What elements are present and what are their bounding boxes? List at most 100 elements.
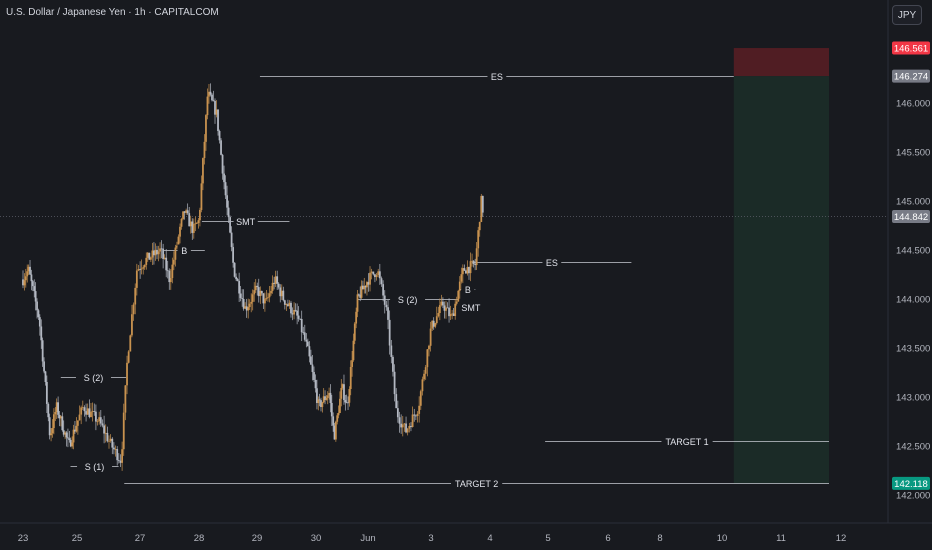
candle-body	[226, 195, 228, 208]
candle-body	[195, 222, 198, 224]
candle-body	[126, 362, 128, 386]
candle-body	[366, 282, 368, 288]
annotation-label: S (2)	[398, 295, 418, 305]
candle-body	[321, 402, 324, 407]
time-tick-label: 6	[605, 533, 610, 544]
candle-body	[375, 274, 378, 278]
candle-body	[454, 303, 457, 316]
currency-button[interactable]: JPY	[892, 5, 922, 25]
annotation-label-bg	[461, 283, 475, 296]
candle-body	[460, 274, 463, 282]
candle-body	[143, 264, 146, 268]
candle-body	[50, 433, 52, 436]
candle-body	[64, 432, 67, 435]
candle-body	[172, 259, 175, 265]
candle-body	[145, 257, 148, 265]
time-tick-label: Jun	[360, 533, 375, 544]
candle-body	[65, 432, 68, 438]
candle-body	[340, 387, 343, 399]
candle-body	[188, 213, 191, 227]
candle-body	[360, 285, 363, 298]
candle-body	[176, 245, 178, 248]
candle-body	[85, 411, 87, 415]
candle-body	[438, 305, 441, 314]
candle-body	[271, 282, 274, 291]
candle-body	[67, 437, 69, 439]
candle-body	[38, 317, 41, 327]
candle-body	[239, 293, 242, 299]
candle-body	[106, 432, 109, 442]
price-tick-label: 142.000	[896, 491, 930, 502]
candle-body	[101, 423, 104, 426]
candle-body	[221, 154, 224, 174]
annotation-label-bg	[487, 70, 507, 83]
price-tick-label: 143.000	[896, 393, 930, 404]
annotation-label-bg	[458, 301, 483, 314]
candle-body	[99, 417, 102, 424]
annotation-label-bg	[451, 477, 503, 490]
candle-body	[215, 109, 218, 115]
candle-body	[432, 320, 435, 327]
chart-title: U.S. Dollar / Japanese Yen · 1h · CAPITA…	[6, 7, 219, 18]
candle-body	[192, 223, 195, 233]
price-tick-label: 142.500	[896, 442, 930, 453]
candle-body	[81, 407, 84, 409]
candle-body	[308, 346, 311, 357]
candle-body	[424, 367, 427, 374]
candle-body	[325, 397, 328, 400]
candle-body	[477, 230, 480, 249]
candle-body	[197, 220, 200, 223]
candle-body	[457, 290, 460, 302]
candle-body	[214, 100, 216, 115]
candle-body	[149, 257, 152, 260]
candle-body	[302, 332, 305, 334]
candle-body	[229, 217, 231, 233]
candle-body	[238, 280, 241, 294]
candle-body	[423, 373, 425, 380]
time-tick-label: 4	[487, 533, 492, 544]
candle-body	[68, 438, 71, 440]
candle-body	[471, 260, 473, 262]
candle-body	[305, 339, 308, 342]
candle-body	[209, 91, 212, 95]
candle-body	[348, 389, 351, 403]
annotation-label: ES	[491, 72, 503, 82]
candle-body	[142, 267, 145, 269]
candle-body	[277, 283, 280, 288]
candle-body	[218, 130, 221, 141]
time-tick-label: 30	[311, 533, 322, 544]
candle-body	[174, 247, 177, 260]
candle-body	[357, 294, 360, 296]
candle-body	[343, 384, 345, 401]
candle-body	[26, 271, 29, 277]
candle-body	[60, 416, 62, 419]
candle-body	[326, 395, 329, 398]
candle-body	[189, 221, 192, 227]
candle-body	[283, 300, 286, 305]
candle-body	[333, 425, 336, 440]
candle-body	[294, 309, 297, 311]
candle-body	[29, 266, 31, 275]
candle-body	[58, 414, 61, 419]
time-tick-label: 10	[717, 533, 728, 544]
candle-body	[74, 429, 76, 432]
price-badge	[892, 476, 930, 490]
candle-body	[247, 307, 250, 311]
candle-body	[127, 351, 130, 363]
candle-body	[297, 315, 300, 319]
candle-body	[388, 319, 391, 346]
candle-body	[426, 349, 429, 368]
candle-body	[203, 141, 206, 159]
candle-body	[349, 366, 352, 390]
candle-body	[256, 285, 259, 288]
candle-body	[287, 304, 289, 306]
candle-body	[387, 307, 389, 320]
candle-body	[311, 364, 314, 373]
candle-body	[480, 195, 483, 223]
candle-body	[223, 173, 225, 183]
candle-body	[401, 424, 404, 428]
price-tick-label: 145.000	[896, 197, 930, 208]
candle-body	[398, 417, 401, 424]
candle-body	[280, 290, 283, 297]
